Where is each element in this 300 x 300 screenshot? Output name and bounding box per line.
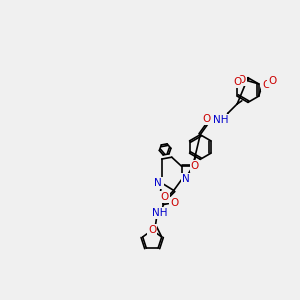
Text: O: O — [238, 75, 246, 85]
Text: O: O — [191, 161, 199, 171]
Text: O: O — [202, 114, 211, 124]
Text: N: N — [155, 178, 163, 188]
Text: O: O — [160, 192, 169, 203]
Text: O: O — [262, 80, 271, 90]
Text: O: O — [268, 76, 277, 86]
Text: NH: NH — [213, 115, 229, 125]
Text: N: N — [154, 178, 162, 188]
Text: O: O — [170, 198, 178, 208]
Text: O: O — [148, 225, 156, 235]
Text: NH: NH — [152, 208, 167, 218]
Text: O: O — [233, 77, 241, 87]
Text: N: N — [182, 174, 190, 184]
